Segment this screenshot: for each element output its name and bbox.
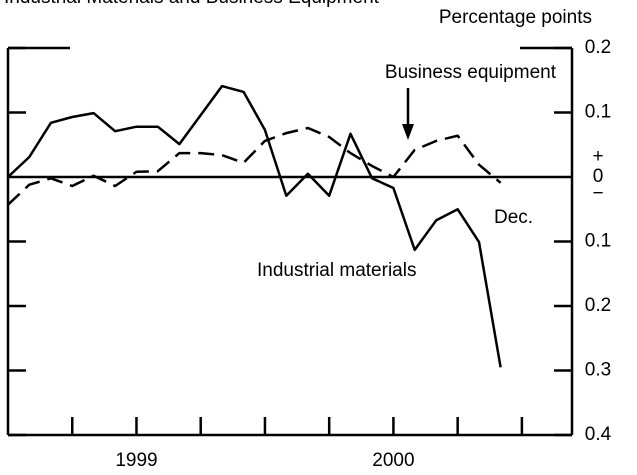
arrow-head bbox=[402, 124, 414, 140]
series-label: Industrial materials bbox=[257, 260, 416, 281]
x-tick-label: 2000 bbox=[372, 450, 414, 471]
series-line bbox=[7, 84, 502, 368]
y-tick-label: 0 bbox=[593, 166, 604, 187]
y-tick-label: 0.1 bbox=[585, 231, 611, 252]
frame bbox=[6, 46, 574, 437]
series-label: Business equipment bbox=[385, 62, 557, 83]
y-tick-label: 0.2 bbox=[585, 295, 611, 316]
annotation: Dec. bbox=[494, 207, 533, 228]
y-tick-label: 0.3 bbox=[585, 360, 611, 381]
y-tick-label: 0.2 bbox=[585, 37, 611, 58]
sign-label: − bbox=[592, 183, 603, 204]
chart-title: Industrial Materials and Business Equipm… bbox=[4, 0, 380, 8]
y-tick-label: 0.4 bbox=[585, 424, 612, 445]
series-line bbox=[7, 126, 502, 206]
y-tick-label: 0.1 bbox=[585, 102, 611, 123]
x-tick-label: 1999 bbox=[115, 450, 157, 471]
sign-label: + bbox=[592, 146, 603, 167]
y-axis-label: Percentage points bbox=[439, 7, 592, 28]
